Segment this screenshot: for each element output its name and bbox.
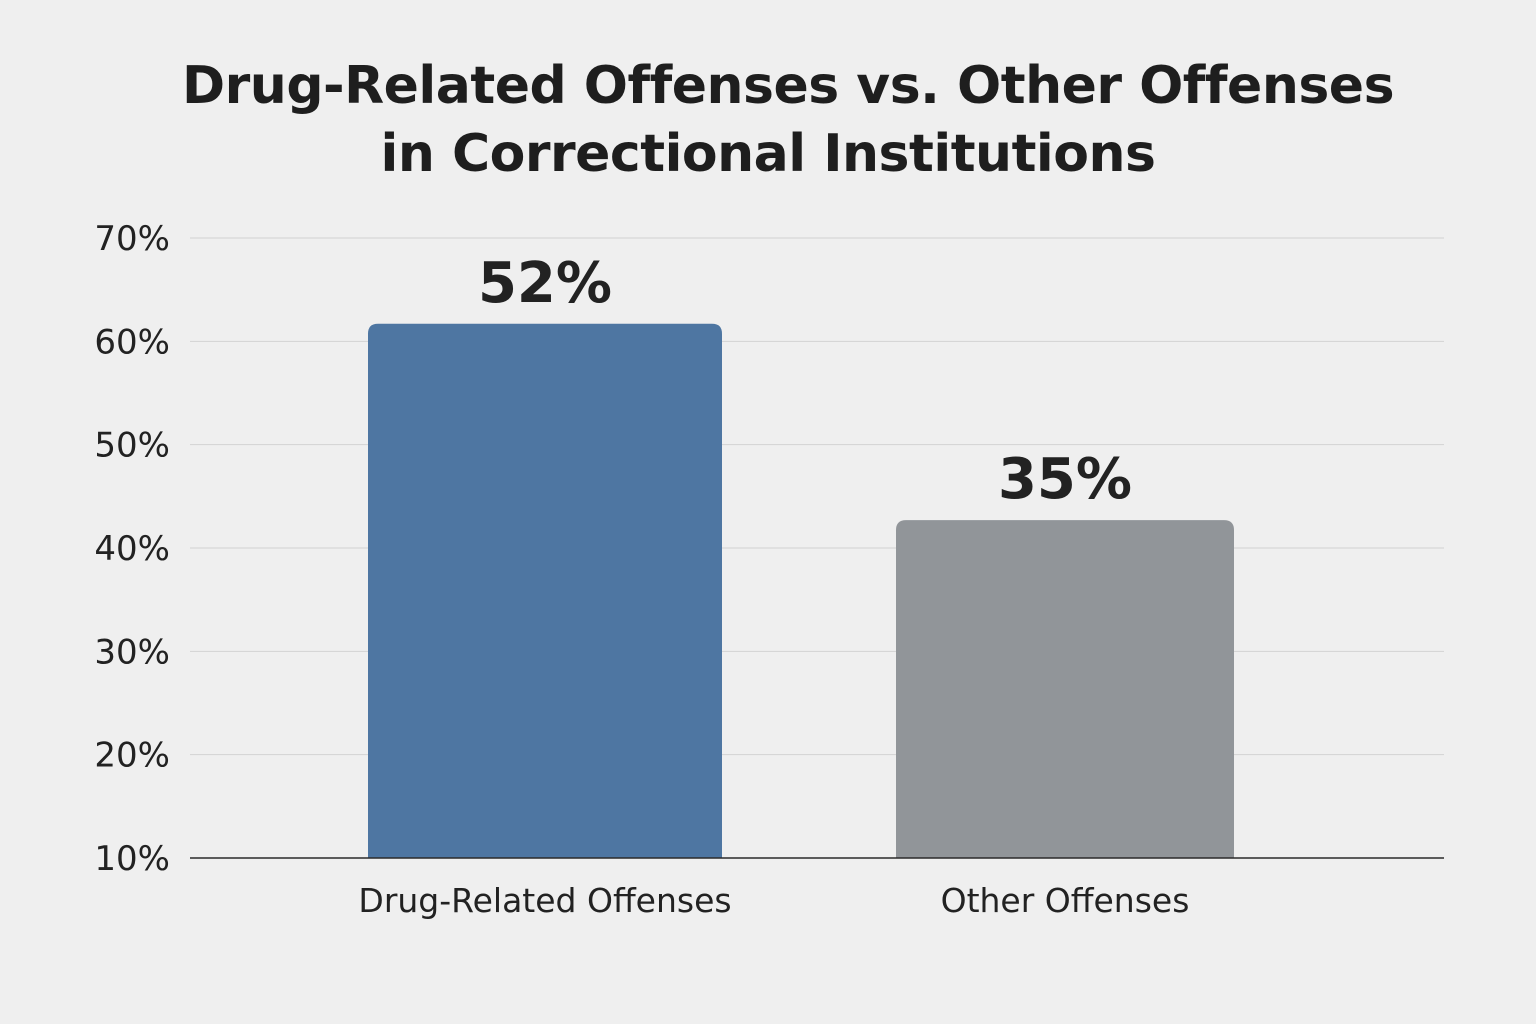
y-tick-label: 10% xyxy=(94,839,170,879)
y-tick-label: 40% xyxy=(94,529,170,569)
x-category-label: Other Offenses xyxy=(941,881,1190,920)
y-tick-label: 30% xyxy=(94,632,170,672)
data-label: 52% xyxy=(478,251,612,316)
bar xyxy=(896,520,1234,858)
chart-title: Drug-Related Offenses vs. Other Offenses… xyxy=(0,52,1536,188)
bars xyxy=(368,323,1234,858)
x-axis-categories: Drug-Related Offenses Other Offenses xyxy=(358,881,1189,920)
y-axis-ticks: 10% 20% 30% 40% 50% 60% 70% xyxy=(94,219,170,879)
y-tick-label: 70% xyxy=(94,219,170,259)
bar xyxy=(368,323,722,858)
data-label: 35% xyxy=(998,447,1132,512)
data-labels: 52% 35% xyxy=(478,251,1132,512)
chart-title-line-1: Drug-Related Offenses vs. Other Offenses xyxy=(181,56,1395,116)
y-tick-label: 20% xyxy=(94,736,170,776)
chart-title-line-2: in Correctional Institutions xyxy=(380,124,1156,184)
y-tick-label: 60% xyxy=(94,322,170,362)
x-category-label: Drug-Related Offenses xyxy=(358,881,731,920)
y-tick-label: 50% xyxy=(94,426,170,466)
